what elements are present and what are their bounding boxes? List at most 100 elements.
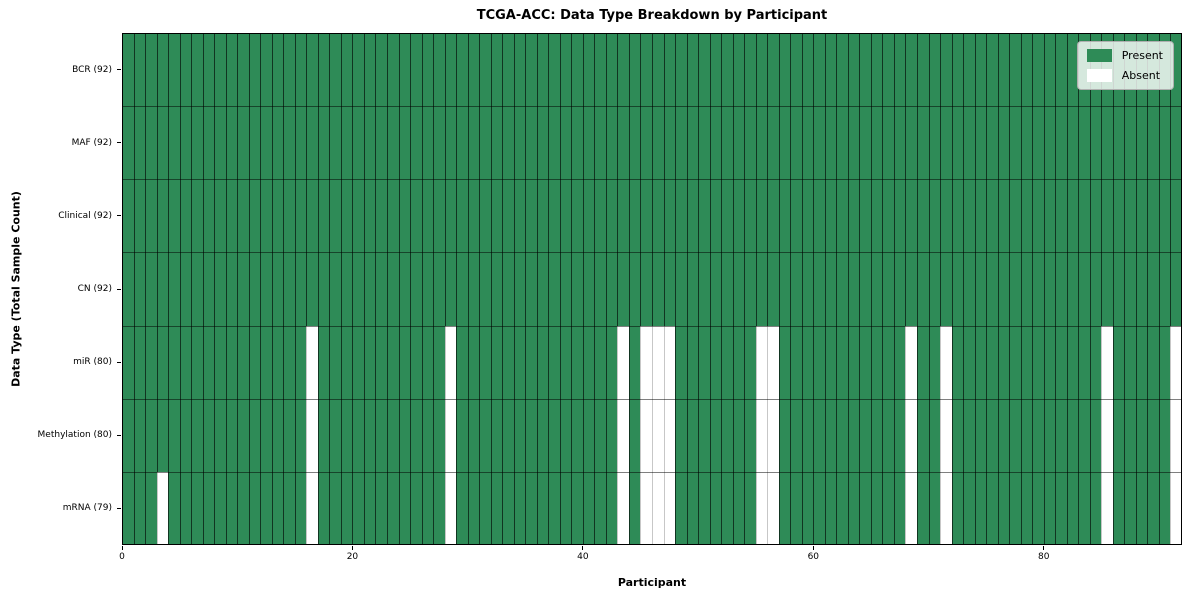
- cell: [836, 252, 848, 326]
- cell: [928, 33, 941, 107]
- cell: [859, 325, 871, 399]
- cell: [202, 325, 215, 399]
- cell: [237, 325, 249, 399]
- cell: [306, 33, 318, 107]
- cell: [744, 471, 756, 545]
- cell: [847, 33, 860, 107]
- cell: [963, 252, 975, 326]
- cell: [974, 398, 987, 472]
- cell: [974, 106, 987, 180]
- cell: [248, 106, 261, 180]
- cell: [905, 33, 917, 107]
- cell: [283, 106, 295, 180]
- cell: [260, 252, 272, 326]
- x-tick-label: 40: [577, 552, 589, 562]
- cell: [145, 179, 157, 253]
- cell: [663, 252, 676, 326]
- cell: [917, 398, 929, 472]
- cell: [559, 179, 572, 253]
- cell: [179, 252, 192, 326]
- cell: [582, 252, 595, 326]
- cell: [963, 106, 975, 180]
- cell: [156, 252, 169, 326]
- cell: [847, 398, 860, 472]
- cell: [790, 471, 802, 545]
- cell: [294, 33, 307, 107]
- cell: [490, 179, 503, 253]
- cell: [329, 106, 341, 180]
- cell: [1020, 33, 1033, 107]
- cell: [202, 471, 215, 545]
- cell: [191, 325, 203, 399]
- cell: [329, 179, 341, 253]
- cell: [663, 398, 676, 472]
- cell: [271, 33, 284, 107]
- cell: [191, 179, 203, 253]
- cell: [156, 471, 169, 545]
- cell: [214, 33, 226, 107]
- cell: [479, 398, 491, 472]
- cell: [582, 398, 595, 472]
- cell: [594, 471, 606, 545]
- cell: [1147, 252, 1159, 326]
- cell: [813, 106, 825, 180]
- row-separator: [122, 325, 1182, 327]
- cell: [767, 252, 779, 326]
- cell: [617, 33, 629, 107]
- cell: [1158, 252, 1171, 326]
- cell: [214, 252, 226, 326]
- cell: [352, 252, 364, 326]
- cell: [1170, 471, 1182, 545]
- cell: [1089, 398, 1102, 472]
- cell: [882, 325, 894, 399]
- cell: [1078, 106, 1090, 180]
- cell: [317, 398, 330, 472]
- cell: [133, 398, 146, 472]
- cell: [1009, 106, 1021, 180]
- cell: [525, 106, 537, 180]
- cell: [859, 398, 871, 472]
- cell: [652, 252, 664, 326]
- cell: [398, 471, 411, 545]
- cell: [456, 325, 468, 399]
- cell: [652, 33, 664, 107]
- cell: [283, 398, 295, 472]
- cell: [709, 106, 722, 180]
- cell: [801, 179, 814, 253]
- cell: [905, 398, 917, 472]
- cell: [1147, 471, 1159, 545]
- cell: [997, 179, 1010, 253]
- cell: [467, 325, 480, 399]
- cell: [168, 179, 180, 253]
- cell: [698, 325, 710, 399]
- cell: [467, 106, 480, 180]
- cell: [536, 179, 549, 253]
- cell: [675, 398, 687, 472]
- cell: [605, 33, 618, 107]
- cell: [732, 471, 745, 545]
- cell: [882, 252, 894, 326]
- y-tick-mark: [117, 361, 121, 363]
- cell: [1055, 33, 1067, 107]
- cell: [652, 106, 664, 180]
- cell: [801, 106, 814, 180]
- cell: [513, 252, 526, 326]
- cell: [1009, 398, 1021, 472]
- cell: [721, 471, 733, 545]
- cell: [248, 252, 261, 326]
- cell: [513, 325, 526, 399]
- cell: [732, 252, 745, 326]
- cell: [202, 179, 215, 253]
- cell: [744, 33, 756, 107]
- cell: [652, 179, 664, 253]
- cell: [582, 179, 595, 253]
- cell: [559, 33, 572, 107]
- cell: [525, 398, 537, 472]
- cell: [1043, 179, 1056, 253]
- cell: [709, 325, 722, 399]
- cell: [951, 33, 964, 107]
- cell: [1147, 398, 1159, 472]
- cell: [628, 325, 641, 399]
- cell: [317, 106, 330, 180]
